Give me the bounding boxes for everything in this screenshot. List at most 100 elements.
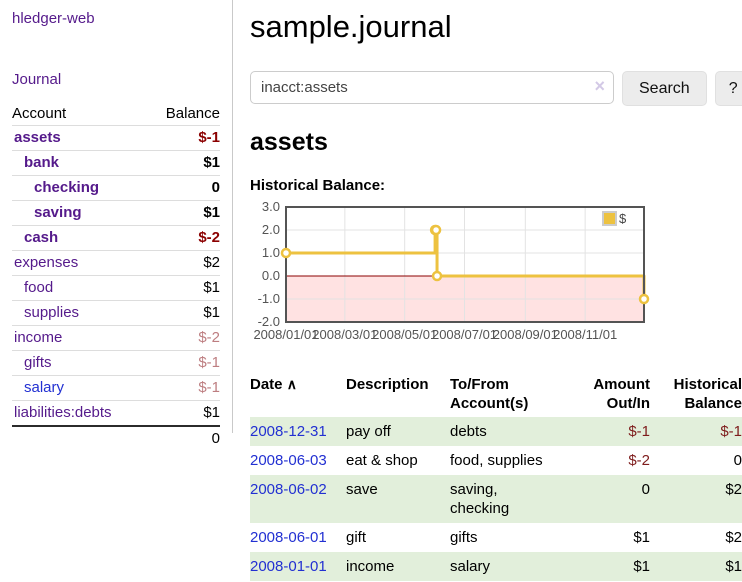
sidebar-account-balance: $-2 [146,325,220,351]
x-tick-label: 2008/05/01 [372,327,437,342]
legend-label: $ [619,211,627,226]
account-row: bank $1 [12,150,220,176]
x-tick-label: 2008/01/01 [253,327,318,342]
sidebar-account-link[interactable]: supplies [24,304,80,321]
account-total-row: 0 [12,425,220,451]
data-point-marker [431,270,443,282]
search-button[interactable]: Search [622,71,707,106]
transaction-balance: $2 [725,481,742,498]
sidebar-account-balance: $1 [146,150,220,176]
sidebar-account-link[interactable]: expenses [14,254,79,271]
sidebar-account-link[interactable]: salary [24,379,65,396]
search-input-wrap: × [250,71,614,106]
data-point-marker [280,247,292,259]
sidebar-account-link[interactable]: bank [24,154,60,171]
help-button[interactable]: ? [714,71,742,106]
legend-swatch [602,211,617,226]
register-row: 2008-06-01 gift gifts $1 $2 [250,523,742,552]
sidebar-account-link[interactable]: cash [24,229,59,246]
sidebar-item-journal[interactable]: Journal [12,71,62,88]
total-balance: 0 [146,425,220,451]
transaction-date-link[interactable]: 2008-12-31 [250,423,327,440]
page-title: sample.journal [250,9,452,44]
account-heading: assets [250,128,328,156]
x-tick-label: 2008/03/01 [312,327,377,342]
historical-balance-chart: $3.0 2.0 1.0 0.0 -1.0 -2.0 2008/01/01 2008/03/0… [250,199,742,359]
account-row: saving $1 [12,200,220,226]
sidebar-account-balance: $1 [146,200,220,226]
register-row: 2008-06-03 eat & shop food, supplies $-2 0 [250,446,742,475]
chart-svg: $3.0 2.0 1.0 0.0 -1.0 -2.02008/01/012008/03/0… [253,199,650,342]
sidebar-account-link[interactable]: checking [34,179,100,196]
transaction-description: eat & shop [346,452,418,469]
register-table-body: 2008-12-31 pay off debts $-1 $-1 2008-06-03 ea… [250,417,742,581]
balance-column-header: Balance [146,102,220,126]
transaction-accounts: gifts [450,529,478,546]
sidebar-account-link[interactable]: income [14,329,63,346]
account-row: liabilities:debts $1 [12,400,220,427]
total-spacer [12,425,147,451]
transaction-amount: $-1 [628,423,650,440]
sidebar-account-link[interactable]: assets [14,129,61,146]
account-row: cash $-2 [12,225,220,251]
account-row: income $-2 [12,325,220,351]
search-form: × Search ? [250,71,742,106]
sidebar-account-link[interactable]: liabilities:debts [14,404,112,421]
date-column-header[interactable]: Date ∧ [250,371,346,417]
x-tick-label: 2008/11/01 [553,327,617,342]
y-tick-label: 0.0 [262,268,280,283]
sidebar-account-balance: $-2 [146,225,220,251]
transaction-accounts: food, supplies [450,452,543,469]
transaction-amount: $1 [633,558,650,575]
transaction-balance: 0 [733,452,742,469]
y-tick-label: 3.0 [262,202,280,214]
sort-ascending-icon: ∧ [286,376,297,392]
transaction-date-link[interactable]: 2008-06-02 [250,481,327,498]
date-header-label: Date [250,376,283,393]
transaction-amount: $1 [633,529,650,546]
account-column-header: Account [12,102,147,126]
transaction-amount: $-2 [628,452,650,469]
transaction-balance: $2 [725,529,742,546]
description-column-header: Description [346,376,429,393]
transaction-date-link[interactable]: 2008-06-03 [250,452,327,469]
transaction-accounts: saving, checking [450,481,510,517]
transaction-date-link[interactable]: 2008-01-01 [250,558,327,575]
sidebar-account-link[interactable]: saving [34,204,82,221]
transaction-description: pay off [346,423,391,440]
register-row: 2008-12-31 pay off debts $-1 $-1 [250,417,742,446]
search-input[interactable] [250,71,614,104]
clear-search-icon[interactable]: × [594,76,605,96]
amount-column-header: Amount Out/In [593,376,650,412]
transaction-amount: 0 [641,481,650,498]
sidebar-account-balance: $1 [146,300,220,326]
account-row: checking 0 [12,175,220,201]
transaction-description: save [346,481,378,498]
plot-border [285,206,645,323]
chart-heading: Historical Balance: [250,177,386,194]
register-row: 2008-01-01 income salary $1 $1 [250,552,742,581]
sidebar-account-balance: $1 [146,275,220,301]
app-title-link[interactable]: hledger-web [12,10,95,27]
sidebar-account-balance: $2 [146,250,220,276]
transaction-description: gift [346,529,367,546]
sidebar-account-balance: $-1 [146,125,220,151]
sidebar-account-balance: $-1 [146,350,220,376]
sidebar-account-balance: $1 [146,400,220,427]
balance-column-header-register: Historical Balance [673,376,742,412]
account-table-body: assets $-1 bank $1 checking 0 saving $1 cash $-2 e… [12,125,220,427]
account-row: gifts $-1 [12,350,220,376]
accounts-column-header: To/From Account(s) [450,376,529,412]
register-row: 2008-06-02 save saving, checking 0 $2 [250,475,742,523]
y-tick-label: -2.0 [258,314,280,329]
register-header-row: Date ∧ Description To/From Account(s) Am… [250,371,742,417]
transaction-balance: $-1 [720,423,742,440]
transaction-date-link[interactable]: 2008-06-01 [250,529,327,546]
sidebar: hledger-web Journal Account Balance asse… [0,0,233,451]
transaction-description: income [346,558,395,575]
sidebar-account-link[interactable]: food [24,279,54,296]
account-row: salary $-1 [12,375,220,401]
x-tick-label: 2008/07/01 [432,327,497,342]
sidebar-account-link[interactable]: gifts [24,354,52,371]
